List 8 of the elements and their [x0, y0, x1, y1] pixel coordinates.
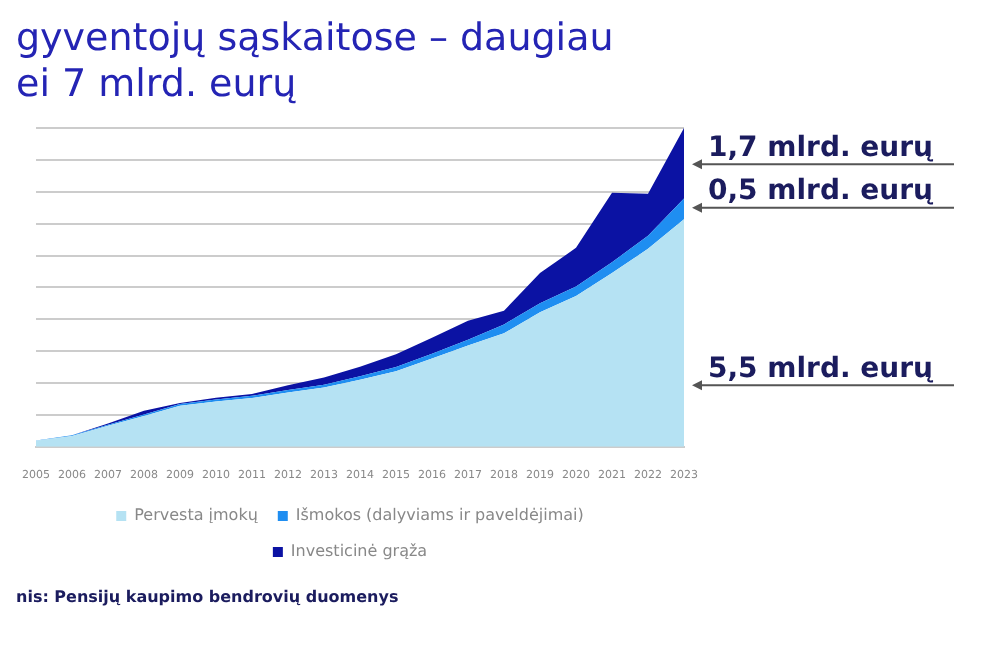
legend-label: Išmokos (dalyviams ir paveldėjimai) — [295, 506, 584, 525]
annotation: 0,5 mlrd. eurų — [708, 174, 936, 207]
chart-title: gyventojų sąskaitose – daugiau ei 7 mlrd. eurų — [16, 16, 616, 108]
text: nis: Pensijų kaupimo bendrovių duomenys — [16, 588, 401, 606]
legend-label: Pervesta įmokų — [134, 506, 258, 525]
annotation: 1,7 mlrd. eurų — [708, 131, 936, 164]
annotation: 5,5 mlrd. eurų — [708, 352, 936, 385]
legend-label: Investicinė grąža — [290, 542, 428, 561]
